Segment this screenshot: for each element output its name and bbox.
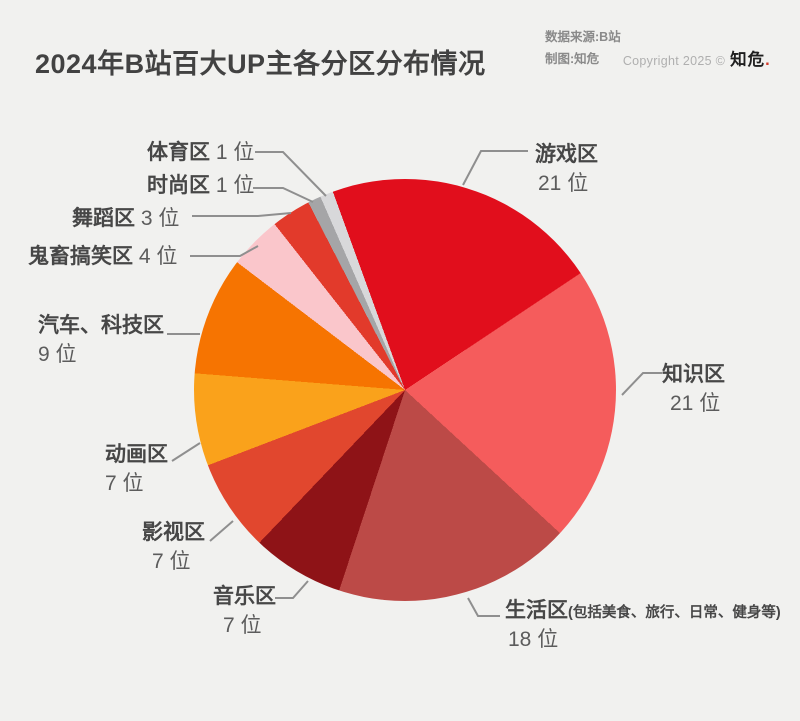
copyright-text: Copyright 2025 © <box>622 54 726 68</box>
slice-name: 影视区 <box>142 521 205 544</box>
slice-count: 18 位 <box>508 627 559 651</box>
leader-line-3 <box>467 597 500 617</box>
brand-logo-dot: . <box>765 51 770 69</box>
copyright-note: Copyright 2025 © 知危. <box>623 46 770 70</box>
slice-count: 3 位 <box>135 207 180 230</box>
pie-label-5: 影视区 7 位 <box>142 519 205 576</box>
brand-logo-text: 知危 <box>730 51 766 69</box>
chart-credit-line: 制图:知危 <box>545 51 600 66</box>
slice-name: 体育区 <box>147 141 210 164</box>
pie-label-9: 舞蹈区 3 位 <box>72 205 179 234</box>
leader-line-11 <box>255 151 327 197</box>
leader-line-6 <box>171 442 201 462</box>
pie-label-1: 游戏区 21 位 <box>535 141 598 198</box>
slice-name: 动画区 <box>105 443 168 466</box>
slice-count: 4 位 <box>133 245 178 268</box>
pie-label-3: 生活区(包括美食、旅行、日常、健身等) 18 位 <box>505 597 781 654</box>
data-source-line: 数据来源:B站 <box>545 30 621 44</box>
pie-label-8: 鬼畜搞笑区 4 位 <box>28 243 177 272</box>
slice-count: 7 位 <box>152 549 191 573</box>
slice-name: 鬼畜搞笑区 <box>28 245 133 268</box>
slice-name: 音乐区 <box>213 585 276 608</box>
leader-line-9 <box>192 212 292 217</box>
pie-label-2: 知识区 21 位 <box>662 361 725 418</box>
leader-line-10 <box>253 187 314 203</box>
slice-name: 游戏区 <box>535 143 598 166</box>
slice-count: 1 位 <box>210 174 255 197</box>
slice-name: 舞蹈区 <box>72 207 135 230</box>
slice-name: 时尚区 <box>147 174 210 197</box>
slice-name: 汽车、科技区 <box>38 314 164 337</box>
slice-count: 21 位 <box>670 391 721 415</box>
slice-count: 7 位 <box>223 613 262 637</box>
pie-chart <box>194 179 616 601</box>
slice-name-note: (包括美食、旅行、日常、健身等) <box>568 605 781 621</box>
pie-label-10: 时尚区 1 位 <box>147 172 254 201</box>
slice-count: 9 位 <box>38 342 77 366</box>
data-source-note: 数据来源:B站 制图:知危 <box>545 27 621 71</box>
page-title: 2024年B站百大UP主各分区分布情况 <box>35 49 486 80</box>
pie-label-11: 体育区 1 位 <box>147 139 254 168</box>
leader-line-8 <box>190 245 259 257</box>
pie-label-7: 汽车、科技区 9 位 <box>38 312 164 369</box>
slice-count: 21 位 <box>538 171 589 195</box>
pie-label-6: 动画区 7 位 <box>105 441 168 498</box>
leader-line-4 <box>275 580 309 599</box>
leader-line-1 <box>462 150 528 186</box>
slice-count: 1 位 <box>210 141 255 164</box>
slice-count: 7 位 <box>105 471 144 495</box>
pie-label-4: 音乐区 7 位 <box>213 583 276 640</box>
slice-name: 知识区 <box>662 363 725 386</box>
leader-line-5 <box>209 520 234 542</box>
leader-line-2 <box>621 372 662 396</box>
slice-name: 生活区 <box>505 599 568 622</box>
